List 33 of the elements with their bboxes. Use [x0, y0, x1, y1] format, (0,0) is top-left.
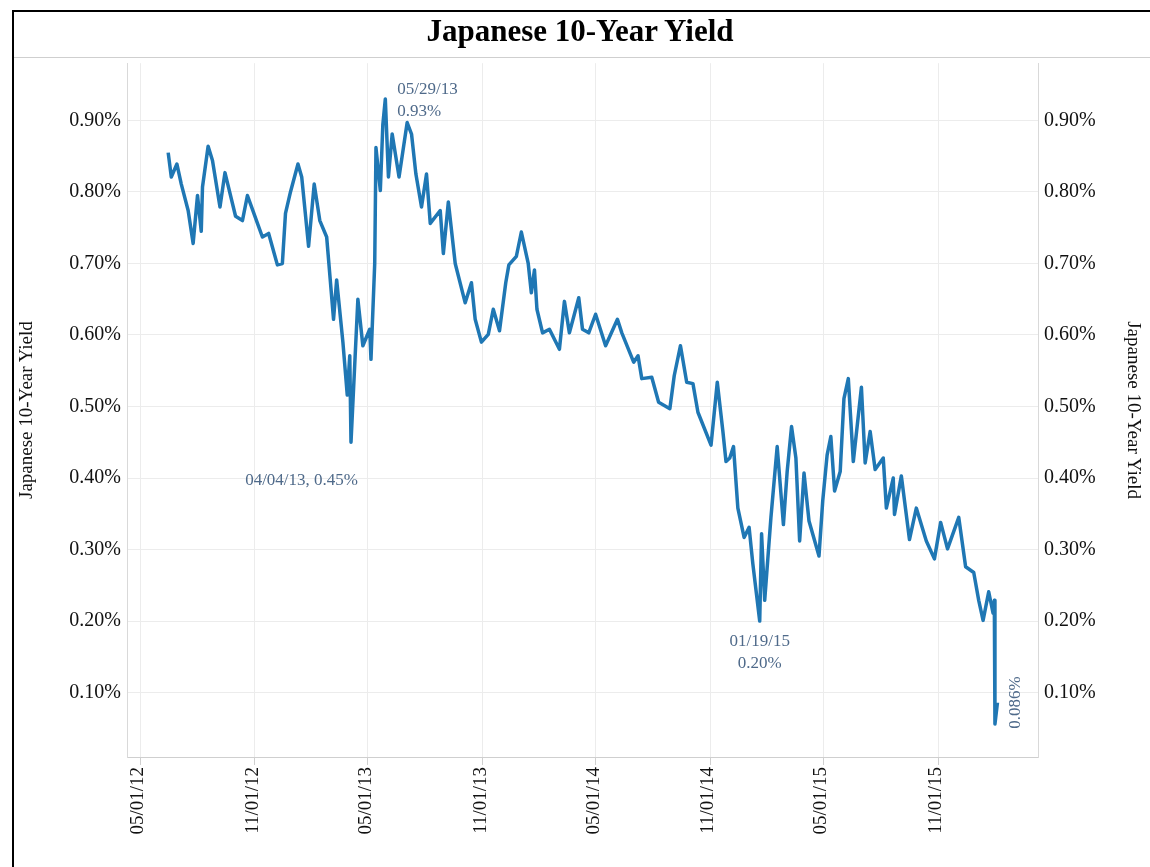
y2-tick-label: 0.60% — [1044, 322, 1096, 345]
y-tick-label: 0.50% — [69, 393, 121, 416]
y-axis-title: Japanese 10-Year Yield — [15, 320, 37, 500]
annotation: 04/04/13, 0.45% — [245, 469, 359, 489]
y2-tick-label: 0.50% — [1044, 393, 1096, 416]
y2-tick-label: 0.20% — [1044, 608, 1096, 631]
annotation: 05/29/13 0.93% — [397, 79, 458, 121]
y-tick-label: 0.90% — [69, 107, 121, 130]
y2-axis-title: Japanese 10-Year Yield — [1123, 321, 1145, 500]
annotation: 01/19/15 0.20% — [729, 630, 790, 672]
y2-tick-label: 0.40% — [1044, 465, 1096, 488]
y-tick-label: 0.80% — [69, 179, 121, 202]
y2-tick-label: 0.30% — [1044, 536, 1096, 559]
x-tick-label: 11/01/13 — [468, 767, 490, 834]
y2-tick-label: 0.80% — [1044, 179, 1096, 202]
y2-tick-label: 0.70% — [1044, 250, 1096, 273]
x-tick-label: 05/01/12 — [126, 767, 148, 835]
y2-tick-label: 0.90% — [1044, 107, 1096, 130]
x-tick-label: 11/01/14 — [696, 766, 718, 834]
y-tick-label: 0.20% — [69, 608, 121, 631]
chart-title: Japanese 10-Year Yield — [426, 12, 734, 48]
y-tick-label: 0.30% — [69, 536, 121, 559]
y-tick-label: 0.10% — [69, 679, 121, 702]
x-tick-label: 05/01/14 — [581, 766, 603, 835]
y-tick-label: 0.60% — [69, 322, 121, 345]
x-tick-label: 11/01/12 — [240, 767, 262, 834]
x-tick-label: 05/01/13 — [353, 767, 375, 835]
annotation: 0.086% — [1004, 676, 1024, 729]
y2-tick-label: 0.10% — [1044, 679, 1096, 702]
y-tick-label: 0.40% — [69, 465, 121, 488]
x-tick-label: 11/01/15 — [924, 767, 946, 834]
y-tick-label: 0.70% — [69, 250, 121, 273]
x-tick-label: 05/01/15 — [809, 767, 831, 835]
